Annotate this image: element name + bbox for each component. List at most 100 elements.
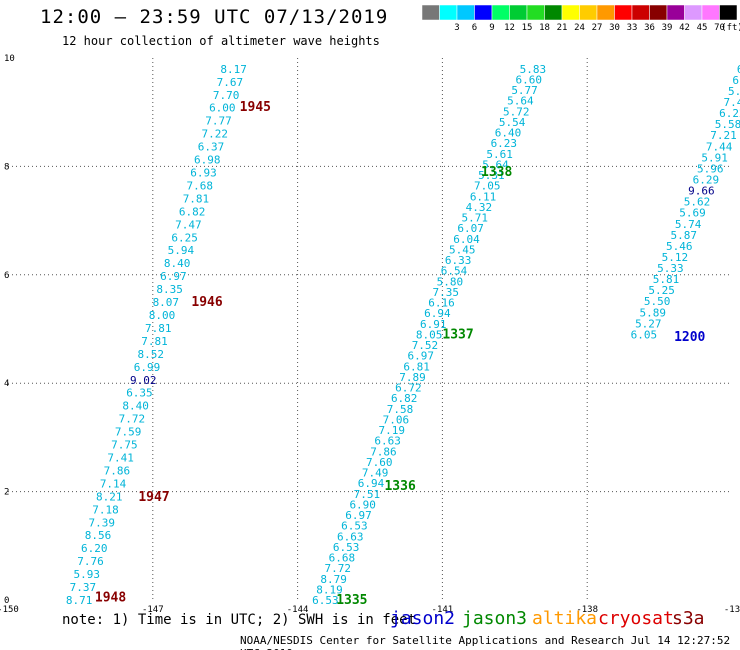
wave-height-label: 7.70 [213,89,240,102]
colorbar-swatch [544,4,563,21]
colorbar-swatch [456,4,475,21]
wave-height-label: 6.90 [349,498,376,511]
satellite-jason3: jason3 [462,608,528,629]
colorbar-swatch [684,4,703,21]
wave-height-label: 7.59 [115,426,142,439]
wave-height-label: 6.94 [424,307,451,320]
wave-height-label: 7.67 [217,76,244,89]
pass-time-label: 1948 [95,590,126,605]
wave-height-label: 5.12 [662,251,689,264]
wave-height-label: 5.50 [644,295,671,308]
colorbar-label: 45 [697,23,708,33]
wave-height-label: 5.7 [728,85,740,98]
wave-height-label: 6.97 [160,270,187,283]
pass-time-label: 1336 [384,479,415,494]
wave-height-label: 5.77 [511,84,538,97]
wave-height-label: 7.21 [710,129,737,142]
colorbar-label: 12 [504,23,515,33]
colorbar-label: 9 [489,23,494,33]
x-tick-label: -141 [432,605,454,615]
pass-time-label: 1945 [240,100,271,115]
wave-height-label: 7.89 [399,371,426,384]
colorbar-swatch [579,4,598,21]
wave-height-label: 7.22 [202,128,229,141]
colorbar-label: 70 [714,23,725,33]
wave-height-label: 6.99 [134,361,161,374]
y-tick-label: 6 [4,271,9,281]
y-tick-label: 8 [4,162,9,172]
wave-height-label: 5.27 [635,317,662,330]
wave-height-label: 6.72 [395,382,422,395]
colorbar-swatch [631,4,650,21]
wave-height-label: 7.47 [175,218,202,231]
wave-height-label: 6.23 [491,137,518,150]
wave-height-label: 7.37 [70,581,97,594]
colorbar-swatch [474,4,493,21]
wave-height-label: 6.11 [470,190,497,203]
wave-height-label: 6.53 [333,541,360,554]
satellite-jason2: jason2 [390,608,456,629]
wave-height-label: 7.75 [111,439,138,452]
pass-time-label: 1337 [442,327,473,342]
wave-height-label: 8.17 [220,63,247,76]
wave-height-label: 4.32 [466,201,493,214]
x-tick-label: -150 [0,605,19,615]
colorbar-swatch [701,4,720,21]
wave-height-label: 7.58 [387,403,414,416]
wave-height-label: 8.35 [156,283,183,296]
y-tick-label: 4 [4,379,9,389]
wave-height-label: 6.82 [179,205,206,218]
wave-height-label: 7.06 [383,413,410,426]
wave-height-label: 6.94 [358,477,385,490]
satellite-s3a: s3a [672,608,705,629]
colorbar-label: 36 [644,23,655,33]
x-tick-label: -147 [142,605,164,615]
wave-height-label: 6.20 [81,542,108,555]
colorbar-label: 3 [454,23,459,33]
satellite-altika: altika [532,608,598,629]
colorbar-swatch [719,4,738,21]
colorbar-swatch [439,4,458,21]
wave-height-label: 5.81 [653,273,680,286]
satellite-cryosat: cryosat [598,608,674,629]
wave-height-label: 6.37 [198,141,225,154]
wave-height-label: 6.8 [732,74,740,87]
wave-height-label: 6.54 [441,265,468,278]
wave-height-label: 7.76 [77,555,104,568]
colorbar-label: 30 [609,23,620,33]
colorbar-label: 24 [574,23,585,33]
wave-height-label: 5.46 [666,240,693,253]
wave-height-label: 7.86 [370,445,397,458]
x-tick-label: -13 [724,605,740,615]
colorbar-swatch [614,4,633,21]
wave-height-label: 7.81 [145,322,172,335]
wave-height-label: 8.79 [320,573,347,586]
wave-height-label: 7.72 [119,413,145,426]
wave-height-label: 7.35 [432,286,459,299]
wave-height-label: 6.04 [453,233,480,246]
wave-height-label: 8.71 [66,594,93,607]
colorbar-swatch [526,4,545,21]
pass-time-label: 1946 [191,295,222,310]
wave-height-label: 5.25 [648,284,675,297]
wave-height-label: 7.14 [100,477,127,490]
wave-height-label: 7.72 [325,562,352,575]
wave-height-label: 5.74 [675,218,702,231]
colorbar-swatch [491,4,510,21]
wave-height-label: 6.25 [171,231,198,244]
wave-height-label: 6.53 [341,520,368,533]
x-tick-label: -138 [576,605,598,615]
wave-height-label: 6.98 [194,154,221,167]
wave-height-label: 5.61 [486,148,513,161]
colorbar-label: 21 [557,23,568,33]
wave-height-label: 8.05 [416,328,443,341]
wave-height-label: 7.43 [724,96,740,109]
x-tick-label: -144 [287,605,309,615]
wave-height-label: 6.07 [457,222,484,235]
colorbar-swatch [561,4,580,21]
wave-height-label: 6.97 [408,350,435,363]
wave-height-label: 8.40 [122,400,148,413]
wave-height-label: 5.83 [520,63,547,76]
colorbar-label: 15 [522,23,533,33]
